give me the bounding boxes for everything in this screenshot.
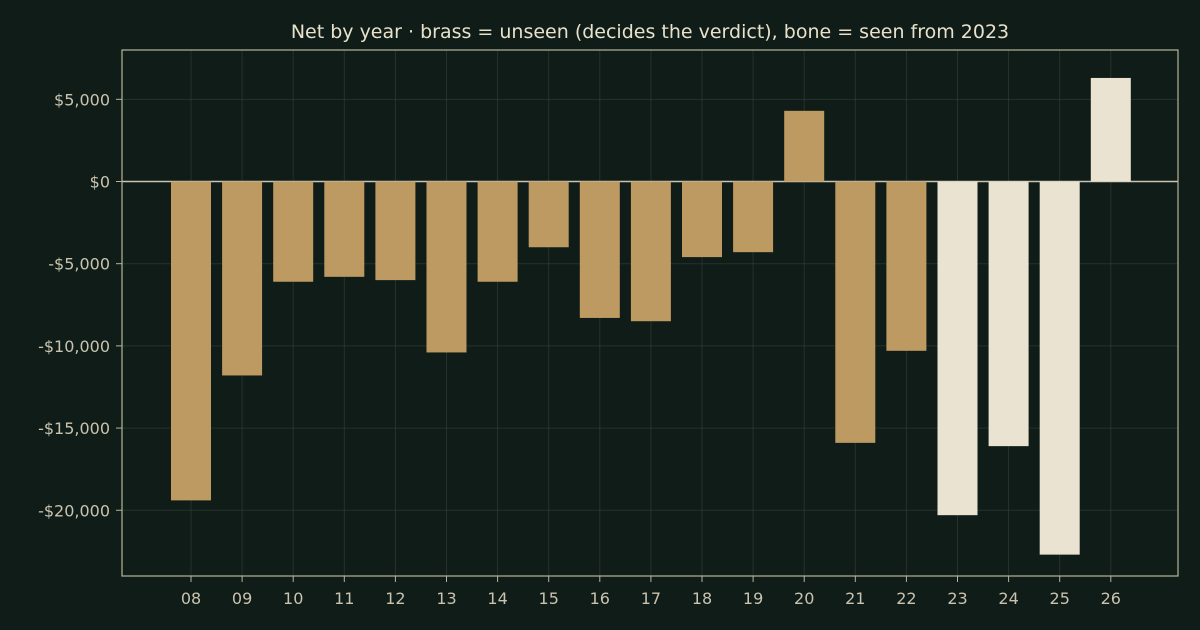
bar-23	[937, 181, 978, 516]
bar-12	[375, 181, 416, 281]
plot-frame	[121, 49, 1179, 577]
chart-title: Net by year · brass = unseen (decides th…	[291, 21, 1009, 43]
y-tick-label: -$10,000	[38, 337, 110, 356]
bar-19	[733, 181, 774, 253]
x-tick-label: 23	[947, 589, 967, 608]
x-tick-label: 26	[1101, 589, 1121, 608]
x-tick-label: 11	[334, 589, 354, 608]
x-tick-label: 13	[436, 589, 456, 608]
x-tick-label: 21	[845, 589, 865, 608]
bar-18	[682, 181, 722, 258]
y-tick-label: -$15,000	[38, 419, 110, 438]
x-axis-ticks: 08 09 10 11 12 13 14 15 16 17 18 19 20 21 22 23 24 25 26	[181, 576, 1121, 608]
x-tick-label: 20	[794, 589, 814, 608]
x-tick-label: 09	[232, 589, 252, 608]
x-tick-label: 12	[385, 589, 405, 608]
bar-13	[426, 181, 467, 353]
x-tick-label: 16	[590, 589, 610, 608]
y-tick-label: -$5,000	[48, 255, 110, 274]
x-tick-label: 14	[487, 589, 507, 608]
bar-16	[579, 181, 620, 318]
bar-20	[784, 110, 825, 182]
bar-09	[222, 181, 263, 376]
bars	[171, 77, 1131, 555]
bar-22	[886, 181, 927, 351]
y-tick-label: -$20,000	[38, 501, 110, 520]
bar-17	[630, 181, 671, 322]
x-tick-label: 15	[539, 589, 559, 608]
x-tick-label: 24	[998, 589, 1018, 608]
x-tick-label: 22	[896, 589, 916, 608]
y-tick-label: $5,000	[54, 90, 110, 109]
bar-25	[1039, 181, 1080, 555]
x-tick-label: 10	[283, 589, 303, 608]
bar-21	[835, 181, 876, 443]
x-tick-label: 19	[743, 589, 763, 608]
x-tick-label: 25	[1050, 589, 1070, 608]
bar-08	[171, 181, 211, 501]
x-tick-label: 17	[641, 589, 661, 608]
x-tick-label: 18	[692, 589, 712, 608]
y-axis-ticks: $5,000 $0 -$5,000 -$10,000 -$15,000 -$20,000	[38, 90, 122, 520]
bar-15	[528, 181, 569, 248]
x-tick-label: 08	[181, 589, 201, 608]
bar-24	[988, 181, 1029, 447]
bar-26	[1090, 77, 1131, 182]
bar-14	[477, 181, 518, 282]
y-tick-label: $0	[90, 173, 110, 192]
bar-10	[273, 181, 314, 282]
bar-11	[324, 181, 365, 277]
